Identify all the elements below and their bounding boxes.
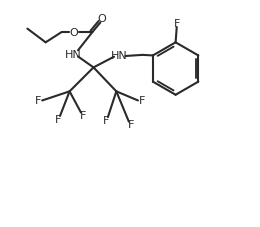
Text: HN: HN [65, 49, 81, 59]
Text: F: F [35, 96, 41, 106]
Text: F: F [103, 115, 109, 125]
Text: F: F [55, 114, 61, 124]
Text: O: O [70, 28, 79, 38]
Text: F: F [128, 120, 134, 130]
Text: F: F [139, 96, 146, 106]
Text: HN: HN [111, 51, 128, 61]
Text: F: F [174, 19, 180, 29]
Text: O: O [97, 14, 106, 24]
Text: F: F [80, 111, 86, 121]
